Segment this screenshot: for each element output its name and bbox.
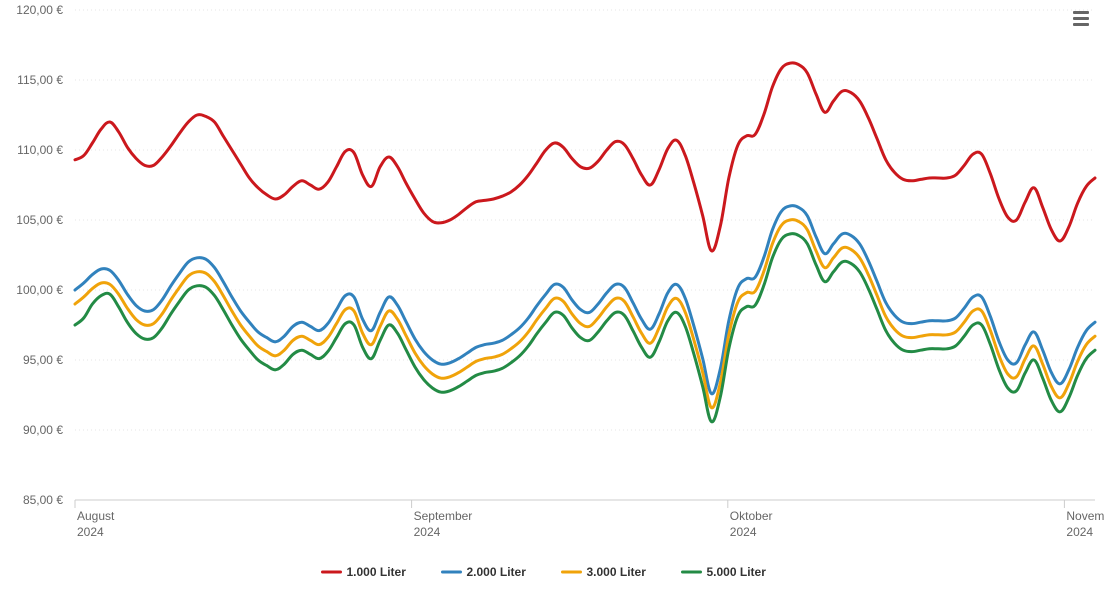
series-line xyxy=(75,63,1095,251)
hamburger-icon xyxy=(1073,11,1089,14)
price-line-chart: 85,00 € 90,00 € 95,00 € 100,00 € 105,00 € 110… xyxy=(0,0,1105,603)
x-axis-label-month: November xyxy=(1066,509,1105,523)
series-line xyxy=(75,220,1095,408)
x-axis-label-month: Oktober xyxy=(730,509,773,523)
x-axis-label-year: 2024 xyxy=(730,525,757,539)
y-axis-label: 105,00 € xyxy=(16,213,63,227)
y-axis-label: 100,00 € xyxy=(16,283,63,297)
legend-label[interactable]: 5.000 Liter xyxy=(707,565,767,579)
legend-label[interactable]: 3.000 Liter xyxy=(587,565,647,579)
hamburger-icon xyxy=(1073,23,1089,26)
legend-label[interactable]: 2.000 Liter xyxy=(467,565,527,579)
chart-container: 85,00 € 90,00 € 95,00 € 100,00 € 105,00 € 110… xyxy=(0,0,1105,603)
chart-menu-button[interactable] xyxy=(1069,8,1093,30)
series-line xyxy=(75,206,1095,394)
y-axis-label: 110,00 € xyxy=(17,143,63,157)
x-axis-label-year: 2024 xyxy=(1066,525,1093,539)
x-axis-label-month: September xyxy=(414,509,473,523)
x-axis-label-year: 2024 xyxy=(414,525,441,539)
x-axis-label-year: 2024 xyxy=(77,525,104,539)
legend-label[interactable]: 1.000 Liter xyxy=(347,565,407,579)
series-line xyxy=(75,234,1095,422)
y-axis-label: 115,00 € xyxy=(17,73,63,87)
y-axis-label: 85,00 € xyxy=(23,493,63,507)
x-axis-label-month: August xyxy=(77,509,115,523)
hamburger-icon xyxy=(1073,17,1089,20)
y-axis-label: 95,00 € xyxy=(23,353,63,367)
y-axis-label: 90,00 € xyxy=(23,423,63,437)
y-axis-label: 120,00 € xyxy=(16,3,63,17)
